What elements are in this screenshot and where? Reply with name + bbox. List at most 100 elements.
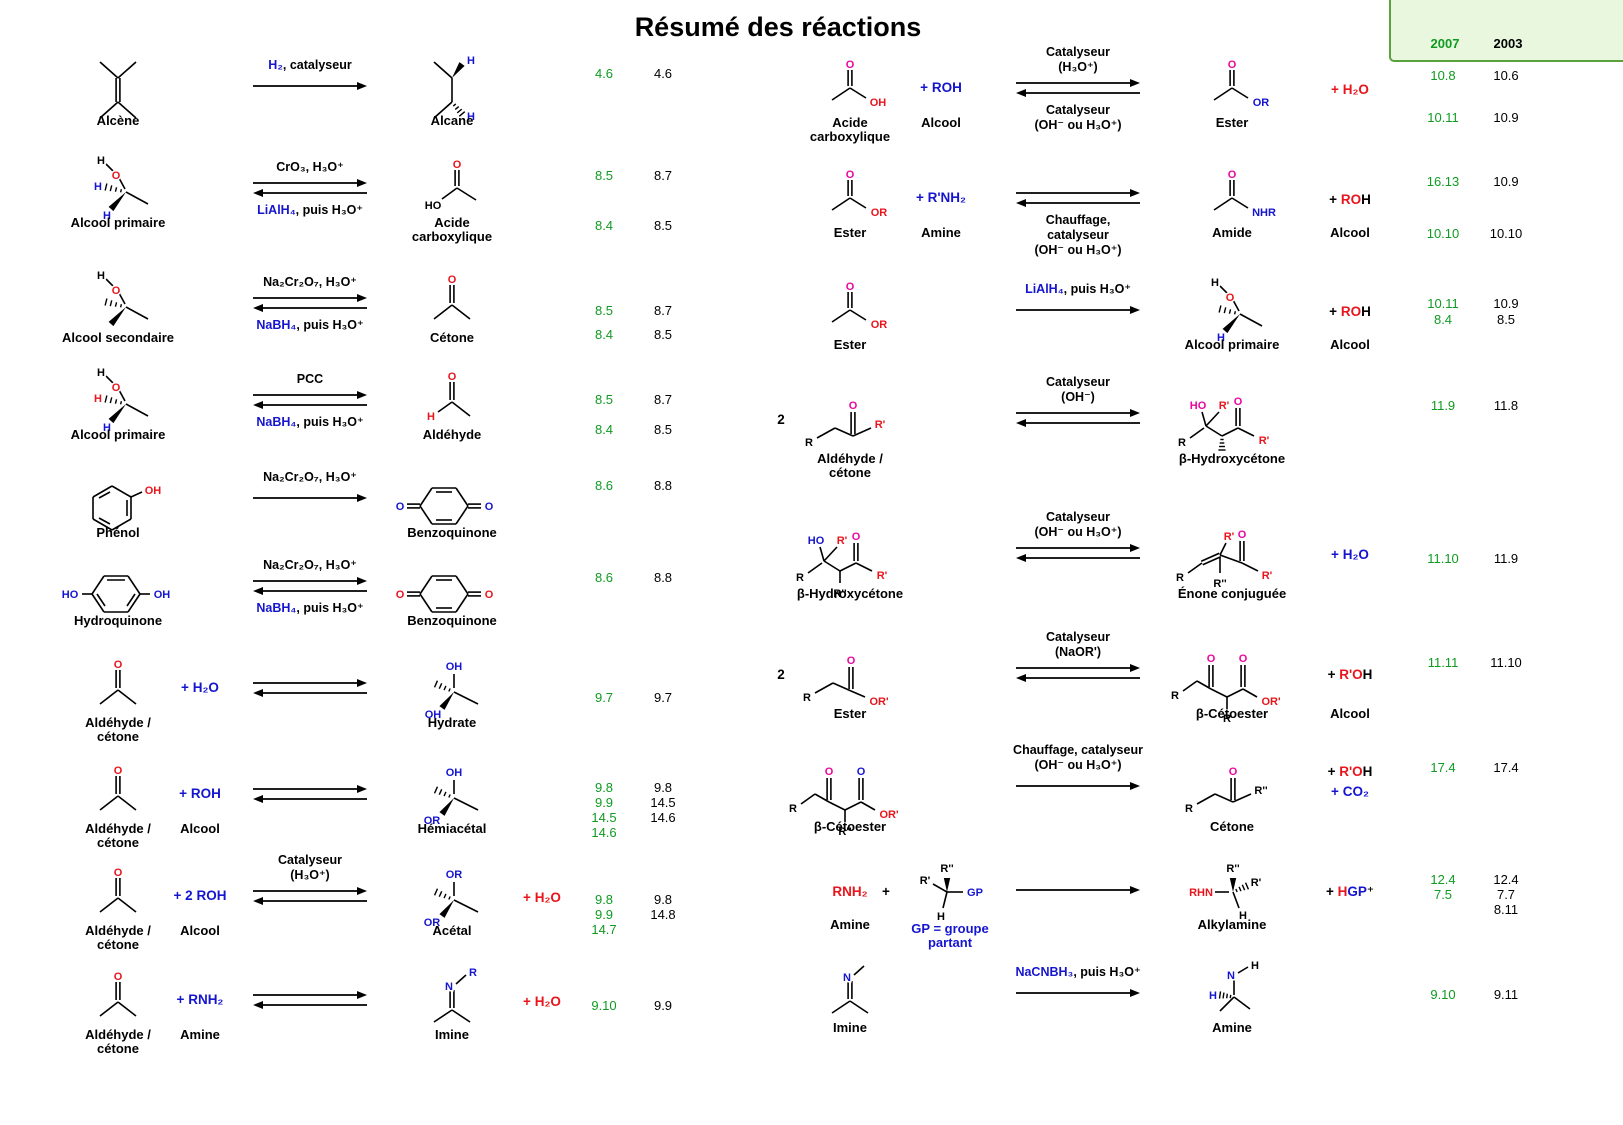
reaction-left-10-arrow-eq <box>253 991 367 1009</box>
reaction-right-4-reactant-structure: R O R' <box>804 399 888 451</box>
reaction-left-4-product-label: Aldéhyde <box>422 427 482 442</box>
reaction-right-9-arrow-fwd <box>1016 989 1140 997</box>
atom-label: O <box>857 766 866 778</box>
reaction-left-3-ref-2003-2: 8.5 <box>653 327 673 342</box>
atom-label: H <box>1251 960 1259 972</box>
reaction-right-8-reactant-formula: RNH₂ <box>832 884 868 899</box>
reaction-left-2-ref-2007-2: 8.4 <box>594 218 614 233</box>
reaction-right-7-product-label: Cétone <box>1209 819 1255 834</box>
reaction-right-3-ref-2003-1: 10.9 <box>1493 296 1519 311</box>
reaction-right-7-byproduct: + R'OH + CO₂ <box>1327 764 1373 799</box>
reaction-right-8-ref-2007-2: 7.5 <box>1433 887 1453 902</box>
atom-label: O <box>114 659 123 671</box>
reaction-right-8-product-label: Alkylamine <box>1197 917 1267 932</box>
atom-label: H <box>103 210 111 222</box>
atom-label: H <box>1239 910 1247 922</box>
atom-label: HO <box>62 589 79 601</box>
reaction-right-4-product-label: β-Hydroxycétone <box>1178 451 1286 466</box>
reaction-left-9-reagent: + 2 ROH <box>173 888 227 903</box>
reaction-left-7-product-structure: OH OH <box>423 660 479 723</box>
reaction-left-6-product-label: Benzoquinone <box>407 613 497 628</box>
reaction-right-1-conditions-below: Catalyseur (OH⁻ ou H₃O⁺) <box>1034 103 1122 132</box>
atom-label: N <box>445 981 453 993</box>
reaction-left-5-product-label: Benzoquinone <box>407 525 497 540</box>
reaction-left-9-product-structure: OR OR <box>422 868 479 931</box>
reaction-left-2-reactant-label: Alcool primaire <box>70 215 166 230</box>
reaction-right-2-product-label: Amide <box>1212 225 1252 240</box>
atom-label: R'' <box>1226 863 1240 875</box>
reaction-left-8-product-structure: OH OR <box>422 766 479 829</box>
reaction-right-2-ref-2007-2: 10.10 <box>1426 226 1460 241</box>
reaction-right-9-product-structure: NHH <box>1208 959 1261 1012</box>
atom-label: OR' <box>879 809 899 821</box>
reaction-left-10-reactant-label: Aldéhyde / cétone <box>85 1027 151 1056</box>
reaction-right-2-reactant-structure: O OR <box>831 168 889 221</box>
reaction-left-8-ref-2007-3: 14.5 <box>591 810 617 825</box>
atom-label: R <box>1171 690 1179 702</box>
year-2003-header: 2003 <box>1493 36 1523 51</box>
atom-label: O <box>112 285 121 297</box>
atom-label: R' <box>1219 400 1230 412</box>
reaction-right-5-product-structure: RR' OR'R'' <box>1175 528 1275 592</box>
reaction-left-4-ref-2003-1: 8.7 <box>653 392 673 407</box>
atom-label: O <box>1226 292 1235 304</box>
reaction-right-6-reactant-label: Ester <box>833 706 867 721</box>
atom-label: R' <box>877 570 888 582</box>
atom-label: R'' <box>1213 578 1227 590</box>
reaction-right-9-ref-2007-1: 9.10 <box>1430 987 1456 1002</box>
reaction-right-3-byproduct-label: Alcool <box>1330 337 1370 352</box>
atom-label: O <box>485 501 494 513</box>
atom-label: H <box>103 422 111 434</box>
reaction-right-2-arrow-eq <box>1016 189 1140 207</box>
reaction-right-3-arrow-fwd <box>1016 306 1140 314</box>
reaction-left-8-arrow-eq <box>253 785 367 803</box>
reaction-left-5-conditions-above: Na₂Cr₂O₇, H₃O⁺ <box>263 470 357 484</box>
reaction-left-6-conditions-below: NaBH₄, puis H₃O⁺ <box>256 601 364 615</box>
atom-label: O <box>825 766 834 778</box>
atom-label: H <box>467 55 475 67</box>
reaction-left-6-reactant-structure: HO OH <box>60 575 172 613</box>
reaction-left-4-reactant-label: Alcool primaire <box>70 427 166 442</box>
reaction-right-8-ref-2003-3: 8.11 <box>1493 902 1519 917</box>
reaction-right-8-product-structure: RHN R'' R' H <box>1188 862 1264 924</box>
atom-label: OR <box>871 207 888 219</box>
atom-label: O <box>1229 766 1238 778</box>
atom-label: HO <box>425 200 442 212</box>
reaction-left-10-reactant-structure: O <box>99 970 137 1017</box>
atom-label: R' <box>1259 435 1270 447</box>
reaction-right-1-conditions-above: Catalyseur (H₃O⁺) <box>1046 45 1110 74</box>
reaction-left-3-ref-2003-1: 8.7 <box>653 303 673 318</box>
reaction-right-8-ref-2003-2: 7.7 <box>1496 887 1516 902</box>
reaction-right-7-ref-2007-1: 17.4 <box>1430 760 1456 775</box>
reaction-left-4-arrow-eq <box>253 391 367 409</box>
atom-label: H <box>467 111 475 123</box>
atom-label: R'' <box>838 826 852 838</box>
reaction-left-9-ref-2003-1: 9.8 <box>653 892 673 907</box>
reaction-right-1-ref-2003-2: 10.9 <box>1493 110 1519 125</box>
reaction-right-8-second-reactant-note: GP = groupe partant <box>911 921 989 950</box>
reaction-right-4-conditions-above: Catalyseur (OH⁻) <box>1046 375 1110 404</box>
reaction-left-6-ref-2007-1: 8.6 <box>594 570 614 585</box>
reaction-left-8-ref-2007-4: 14.6 <box>591 825 617 840</box>
atom-label: O <box>114 765 123 777</box>
reaction-left-3-product-label: Cétone <box>429 330 475 345</box>
atom-label: O <box>114 971 123 983</box>
reaction-left-2-conditions-below: LiAlH₄, puis H₃O⁺ <box>257 203 363 217</box>
atom-label: H <box>427 411 435 423</box>
reaction-right-6-ref-2007-1: 11.11 <box>1427 655 1459 670</box>
atom-label: RHN <box>1189 887 1213 899</box>
atom-label: H <box>94 393 102 405</box>
reaction-left-4-ref-2007-2: 8.4 <box>594 422 614 437</box>
atom-label: O <box>114 867 123 879</box>
reaction-right-8-byproduct: + HGP⁺ <box>1325 884 1375 899</box>
reaction-left-6-conditions-above: Na₂Cr₂O₇, H₃O⁺ <box>263 558 357 572</box>
reaction-left-3-reactant-structure: HO <box>96 269 149 327</box>
reaction-left-9-reactant-structure: O <box>99 866 137 913</box>
reaction-left-1-ref-2007-1: 4.6 <box>594 66 614 81</box>
reaction-left-8-ref-2003-3: 14.6 <box>650 810 676 825</box>
atom-label: O <box>849 400 858 412</box>
reaction-left-2-conditions-above: CrO₃, H₃O⁺ <box>276 160 344 174</box>
reaction-right-1-reagent-label: Alcool <box>921 115 961 130</box>
atom-label: H <box>97 270 105 282</box>
